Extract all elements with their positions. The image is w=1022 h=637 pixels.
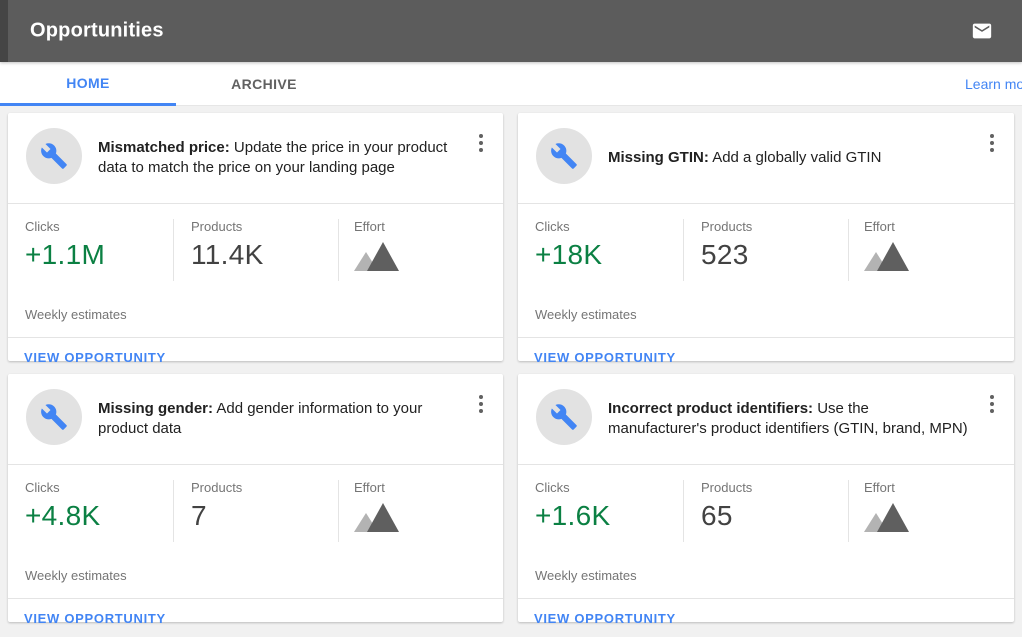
card-header: Missing GTIN: Add a globally valid GTIN bbox=[518, 113, 1014, 204]
stat-effort: Effort bbox=[338, 480, 503, 542]
clicks-label: Clicks bbox=[535, 480, 570, 495]
page-title: Opportunities bbox=[30, 19, 164, 42]
card-title-rest: Use the manufacturer's product identifie… bbox=[608, 400, 968, 437]
wrench-icon bbox=[536, 128, 592, 184]
products-value: 11.4K bbox=[191, 239, 264, 270]
stat-products: Products 7 bbox=[173, 480, 338, 542]
card-stats: Clicks +18K Products 523 Effort Weekly e… bbox=[518, 219, 1014, 337]
stat-effort: Effort bbox=[848, 480, 1014, 542]
products-value: 65 bbox=[701, 500, 733, 531]
products-value: 523 bbox=[701, 239, 749, 270]
products-value: 7 bbox=[191, 500, 207, 531]
opportunity-card: Missing gender: Add gender information t… bbox=[8, 374, 503, 626]
stat-clicks: Clicks +18K bbox=[518, 219, 683, 281]
card-title-rest: Add a globally valid GTIN bbox=[712, 149, 882, 166]
app-header: Opportunities bbox=[0, 0, 1022, 62]
clicks-label: Clicks bbox=[25, 219, 60, 234]
mountains-icon bbox=[354, 503, 399, 532]
clicks-value: +18K bbox=[535, 239, 603, 270]
card-title-bold: Incorrect product identifiers: bbox=[608, 400, 814, 417]
kebab-menu-icon[interactable] bbox=[469, 131, 493, 155]
clicks-label: Clicks bbox=[25, 480, 60, 495]
effort-label: Effort bbox=[354, 219, 385, 234]
stat-products: Products 523 bbox=[683, 219, 848, 281]
weekly-estimates-note: Weekly estimates bbox=[25, 568, 127, 583]
kebab-menu-icon[interactable] bbox=[980, 392, 1004, 416]
stat-products: Products 11.4K bbox=[173, 219, 338, 281]
card-header: Mismatched price: Update the price in yo… bbox=[8, 113, 503, 204]
products-label: Products bbox=[701, 480, 753, 495]
mountains-icon bbox=[354, 242, 399, 271]
opportunity-card: Incorrect product identifiers: Use the m… bbox=[518, 374, 1014, 626]
effort-label: Effort bbox=[354, 480, 385, 495]
view-opportunity-link[interactable]: VIEW OPPORTUNITY bbox=[24, 349, 166, 365]
card-title-bold: Mismatched price: bbox=[98, 139, 230, 156]
learn-more-link[interactable]: Learn more bbox=[965, 76, 1022, 92]
card-title-bold: Missing gender: bbox=[98, 400, 214, 417]
kebab-menu-icon[interactable] bbox=[469, 392, 493, 416]
mountains-icon bbox=[864, 242, 909, 271]
clicks-value: +4.8K bbox=[25, 500, 101, 531]
card-title-bold: Missing GTIN: bbox=[608, 149, 709, 166]
view-opportunity-link[interactable]: VIEW OPPORTUNITY bbox=[534, 349, 676, 365]
card-footer: VIEW OPPORTUNITY bbox=[8, 598, 503, 637]
card-header: Missing gender: Add gender information t… bbox=[8, 374, 503, 465]
opportunity-card: Mismatched price: Update the price in yo… bbox=[8, 113, 503, 365]
stat-effort: Effort bbox=[338, 219, 503, 281]
tab-home[interactable]: HOME bbox=[0, 62, 176, 106]
weekly-estimates-note: Weekly estimates bbox=[535, 568, 637, 583]
card-title: Mismatched price: Update the price in yo… bbox=[98, 138, 460, 178]
wrench-icon bbox=[26, 389, 82, 445]
stat-clicks: Clicks +4.8K bbox=[8, 480, 173, 542]
stat-effort: Effort bbox=[848, 219, 1014, 281]
effort-label: Effort bbox=[864, 219, 895, 234]
card-stats: Clicks +1.6K Products 65 Effort Weekly e… bbox=[518, 480, 1014, 598]
card-footer: VIEW OPPORTUNITY bbox=[518, 598, 1014, 637]
opportunity-card: Missing GTIN: Add a globally valid GTIN … bbox=[518, 113, 1014, 365]
clicks-label: Clicks bbox=[535, 219, 570, 234]
stat-products: Products 65 bbox=[683, 480, 848, 542]
products-label: Products bbox=[191, 219, 243, 234]
card-title: Missing GTIN: Add a globally valid GTIN bbox=[608, 148, 970, 168]
card-footer: VIEW OPPORTUNITY bbox=[8, 337, 503, 376]
wrench-icon bbox=[536, 389, 592, 445]
view-opportunity-link[interactable]: VIEW OPPORTUNITY bbox=[534, 610, 676, 626]
products-label: Products bbox=[701, 219, 753, 234]
products-label: Products bbox=[191, 480, 243, 495]
card-title-rest: Add gender information to your product d… bbox=[98, 400, 423, 437]
stat-clicks: Clicks +1.6K bbox=[518, 480, 683, 542]
card-stats: Clicks +4.8K Products 7 Effort Weekly es… bbox=[8, 480, 503, 598]
wrench-icon bbox=[26, 128, 82, 184]
weekly-estimates-note: Weekly estimates bbox=[535, 307, 637, 322]
tab-archive[interactable]: ARCHIVE bbox=[231, 76, 297, 92]
clicks-value: +1.1M bbox=[25, 239, 106, 270]
card-footer: VIEW OPPORTUNITY bbox=[518, 337, 1014, 376]
header-left-strip bbox=[0, 0, 8, 62]
clicks-value: +1.6K bbox=[535, 500, 611, 531]
kebab-menu-icon[interactable] bbox=[980, 131, 1004, 155]
mail-icon[interactable] bbox=[968, 19, 996, 43]
card-title-rest: Update the price in your product data to… bbox=[98, 139, 448, 176]
mountains-icon bbox=[864, 503, 909, 532]
stat-clicks: Clicks +1.1M bbox=[8, 219, 173, 281]
tab-bar: HOME ARCHIVE Learn more bbox=[0, 62, 1022, 106]
card-title: Incorrect product identifiers: Use the m… bbox=[608, 399, 970, 439]
card-title: Missing gender: Add gender information t… bbox=[98, 399, 460, 439]
weekly-estimates-note: Weekly estimates bbox=[25, 307, 127, 322]
card-header: Incorrect product identifiers: Use the m… bbox=[518, 374, 1014, 465]
card-stats: Clicks +1.1M Products 11.4K Effort Weekl… bbox=[8, 219, 503, 337]
effort-label: Effort bbox=[864, 480, 895, 495]
view-opportunity-link[interactable]: VIEW OPPORTUNITY bbox=[24, 610, 166, 626]
